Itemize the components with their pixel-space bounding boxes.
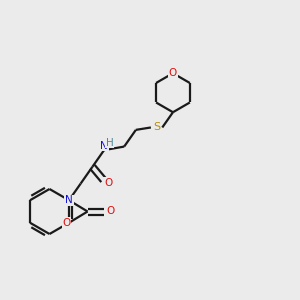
Text: O: O (104, 178, 112, 188)
Text: O: O (62, 218, 71, 228)
Text: S: S (153, 122, 161, 132)
Text: O: O (169, 68, 177, 78)
Text: N: N (100, 141, 108, 151)
Text: O: O (106, 206, 114, 217)
Text: H: H (106, 138, 113, 148)
Text: N: N (65, 195, 73, 205)
